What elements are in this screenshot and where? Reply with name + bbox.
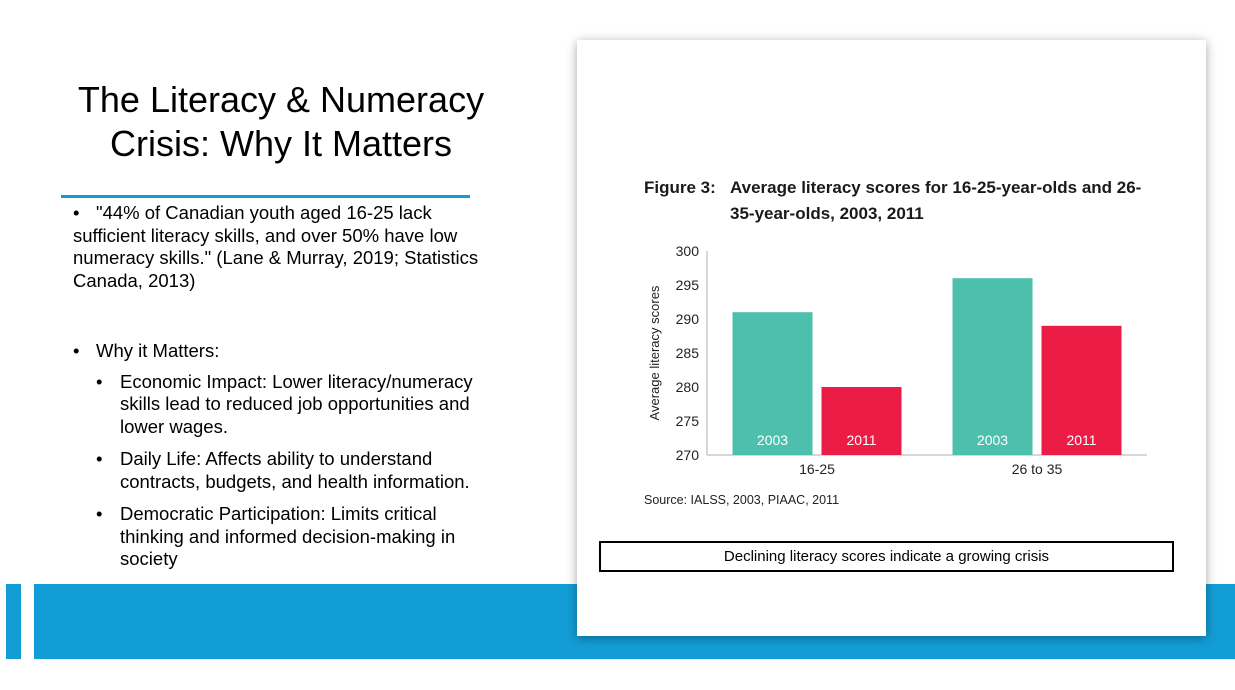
point-democratic-participation: Democratic Participation: Limits critica…	[120, 503, 456, 569]
y-tick-label: 280	[676, 379, 700, 395]
bar-chart: 270 275 280 285 290 295 300 Average literacy sc…	[647, 243, 1147, 477]
bullet-icon: •	[96, 370, 103, 392]
reasons-list: • Economic Impact: Lower literacy/numera…	[73, 371, 503, 571]
bottom-accent-bar-left	[6, 584, 21, 659]
bar	[732, 312, 813, 455]
list-item: • Economic Impact: Lower literacy/numera…	[73, 371, 503, 439]
figure-caption: Declining literacy scores indicate a gro…	[599, 541, 1174, 572]
bar-series-label: 2003	[977, 432, 1008, 448]
list-item: • Daily Life: Affects ability to underst…	[73, 448, 503, 493]
y-axis-label: Average literacy scores	[647, 285, 662, 420]
bar-series-label: 2011	[846, 432, 876, 448]
bar-series-label: 2003	[757, 432, 788, 448]
figure-title-text: Average literacy scores for 16-25-year-o…	[730, 178, 1142, 223]
y-tick-label: 270	[676, 447, 700, 463]
bar	[821, 387, 902, 455]
bullet-icon: •	[73, 340, 80, 361]
point-daily-life: Daily Life: Affects ability to understan…	[120, 448, 470, 492]
bullet-icon: •	[73, 202, 80, 223]
figure-image[interactable]: Figure 3: Average literacy scores for 16…	[577, 40, 1206, 636]
x-category-label: 16-25	[799, 461, 835, 477]
y-tick-label: 290	[676, 311, 700, 327]
x-category-label: 26 to 35	[1012, 461, 1063, 477]
bar	[952, 278, 1033, 455]
quote-bullet: • "44% of Canadian youth aged 16-25 lack …	[73, 202, 503, 292]
title-underline	[61, 195, 470, 198]
figure-label: Figure 3:	[644, 178, 716, 197]
bar	[1041, 325, 1122, 455]
bullet-icon: •	[96, 448, 103, 469]
list-item: • Democratic Participation: Limits criti…	[73, 503, 503, 571]
point-economic-impact: Economic Impact: Lower literacy/numeracy…	[120, 370, 473, 437]
y-tick-label: 295	[676, 277, 700, 293]
y-tick-label: 275	[676, 413, 700, 429]
slide-content: • "44% of Canadian youth aged 16-25 lack …	[73, 202, 503, 581]
bar-series-label: 2011	[1066, 432, 1096, 448]
section-heading: Why it Matters:	[96, 340, 220, 361]
y-tick-label: 285	[676, 345, 700, 361]
why-it-matters-section: • Why it Matters: • Economic Impact: Low…	[73, 340, 503, 571]
bullet-icon: •	[96, 503, 103, 524]
slide-title: The Literacy & Numeracy Crisis: Why It M…	[77, 79, 485, 164]
section-heading-item: • Why it Matters:	[73, 340, 503, 363]
figure-source: Source: IALSS, 2003, PIAAC, 2011	[644, 493, 840, 507]
y-tick-label: 300	[676, 243, 700, 259]
figure-title: Figure 3: Average literacy scores for 16…	[644, 175, 1144, 227]
quote-text: "44% of Canadian youth aged 16-25 lack s…	[73, 202, 479, 291]
